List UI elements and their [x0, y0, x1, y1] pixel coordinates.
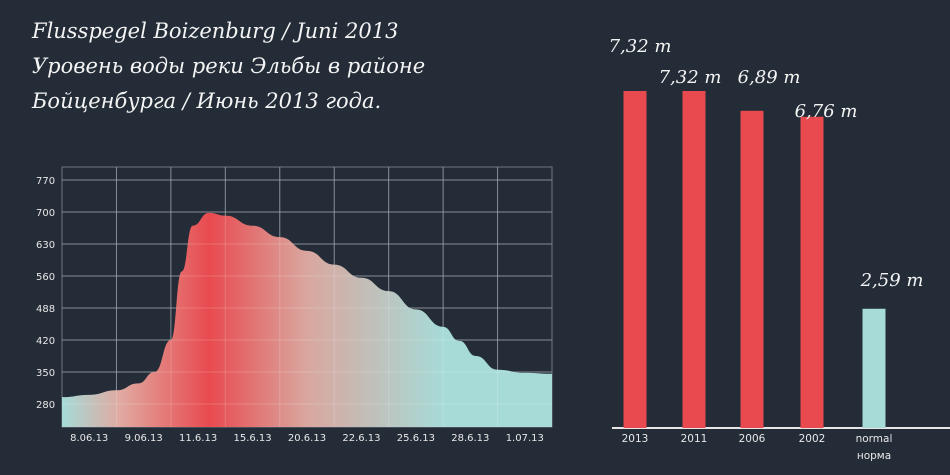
chart-title: Flusspegel Boizenburg / Juni 2013 Уровен…: [32, 14, 425, 119]
water-level-area: [62, 212, 552, 427]
bar: [862, 308, 886, 428]
bar: [682, 91, 706, 428]
title-russian-line-2: Бойценбурга / Июнь 2013 года.: [32, 89, 382, 113]
bar-data-label: 6,89 m: [738, 67, 801, 88]
bar: [623, 91, 647, 428]
x-tick-label: 22.6.13: [342, 433, 380, 444]
bar-category-label: 2011: [681, 433, 708, 445]
x-tick-label: 28.6.13: [451, 433, 489, 444]
y-tick-label: 560: [36, 272, 55, 283]
y-tick-label: 630: [36, 240, 55, 251]
bar-category-label: 2002: [799, 433, 826, 445]
bar-data-label: 7,32 m: [659, 67, 722, 88]
historic-levels-bar-chart: 7,32 m 2013 7,32 m 2011 6,89 m 2006 6,76 m 2002…: [609, 36, 950, 462]
title-german: Flusspegel Boizenburg / Juni 2013: [32, 19, 399, 43]
x-tick-label: 20.6.13: [288, 433, 326, 444]
y-tick-label: 280: [36, 400, 55, 411]
bar: [740, 110, 764, 428]
bar-data-label: 6,76 m: [795, 101, 858, 122]
bar-category-label: норма: [857, 450, 891, 462]
x-tick-label: 11.6.13: [179, 433, 217, 444]
x-tick-label: 15.6.13: [233, 433, 271, 444]
bar-category-label: 2006: [739, 433, 766, 445]
bar-category-label: 2013: [622, 433, 649, 445]
y-tick-label: 770: [36, 176, 55, 187]
x-tick-label: 8.06.13: [70, 433, 108, 444]
title-russian-line-1: Уровень воды реки Эльбы в районе: [32, 54, 426, 78]
water-level-area-chart: 280 350 420 488 560 630 700 770 8.06.13 9.06.13 11…: [36, 166, 553, 444]
x-tick-label: 1.07.13: [506, 433, 544, 444]
x-tick-label: 9.06.13: [125, 433, 163, 444]
bar-data-label: 7,32 m: [609, 36, 672, 57]
bar: [800, 116, 824, 428]
bar-data-label: 2,59 m: [860, 270, 924, 291]
bar-category-label: normal: [856, 433, 893, 445]
y-tick-label: 488: [36, 304, 55, 315]
x-tick-label: 25.6.13: [397, 433, 435, 444]
y-tick-label: 420: [36, 336, 55, 347]
y-tick-label: 350: [36, 368, 55, 379]
y-tick-label: 700: [36, 208, 55, 219]
